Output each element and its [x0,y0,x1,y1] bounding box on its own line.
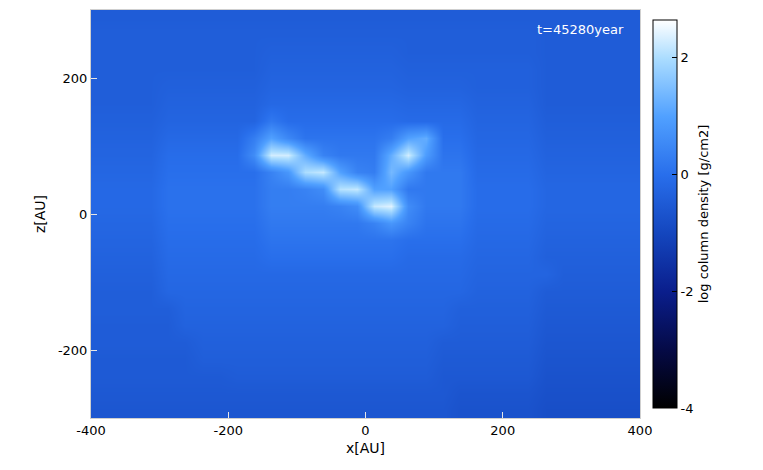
svg-text:0: 0 [681,167,689,182]
svg-text:200: 200 [490,423,515,438]
svg-text:200: 200 [63,71,88,86]
svg-text:2: 2 [681,50,689,65]
svg-text:t=45280year: t=45280year [537,22,624,37]
svg-text:x[AU]: x[AU] [346,440,385,456]
svg-text:-4: -4 [681,401,694,416]
svg-text:-200: -200 [58,343,88,358]
svg-text:-400: -400 [76,423,106,438]
svg-text:400: 400 [628,423,653,438]
svg-text:log column density [g/cm2]: log column density [g/cm2] [696,125,711,304]
svg-text:-2: -2 [681,284,694,299]
svg-text:0: 0 [361,423,369,438]
svg-text:0: 0 [79,207,87,222]
svg-text:-200: -200 [213,423,243,438]
svg-text:z[AU]: z[AU] [32,195,48,233]
